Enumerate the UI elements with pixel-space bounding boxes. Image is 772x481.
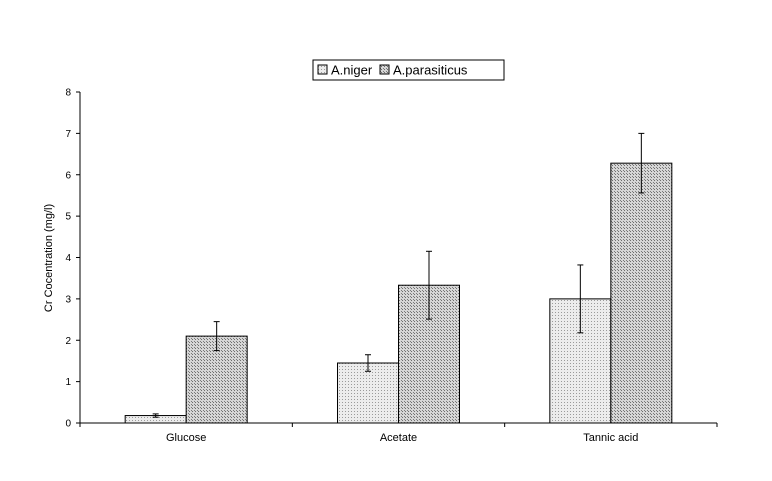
- y-tick-label: 7: [65, 129, 71, 140]
- y-tick-label: 0: [65, 419, 71, 430]
- legend-label-a-parasiticus: A.parasiticus: [393, 63, 468, 78]
- bar: [610, 162, 673, 424]
- y-tick-label: 4: [65, 253, 71, 264]
- y-tick-label: 3: [65, 294, 71, 305]
- y-tick-label: 5: [65, 212, 71, 223]
- legend: A.niger A.parasiticus: [312, 59, 505, 81]
- legend-swatch-a-parasiticus: [379, 64, 390, 75]
- legend-label-a-niger: A.niger: [331, 63, 373, 78]
- bar: [337, 362, 399, 424]
- x-tick-label: Tannic acid: [583, 432, 638, 444]
- bars: [124, 132, 673, 424]
- y-axis-label: Cr Cocentration (mg/l): [43, 204, 55, 312]
- y-tick-label: 1: [65, 377, 71, 388]
- y-tick-label: 8: [65, 88, 71, 99]
- y-tick-label: 2: [65, 336, 71, 347]
- legend-box: [312, 59, 505, 81]
- x-tick-label: Glucose: [166, 432, 206, 444]
- y-axis: 0 1 2 3 4 5 6 7 8: [65, 88, 81, 430]
- y-tick-label: 6: [65, 170, 71, 181]
- legend-swatch-a-niger: [317, 64, 328, 75]
- x-axis: Glucose Acetate Tannic acid: [79, 422, 718, 444]
- x-tick-label: Acetate: [380, 432, 417, 444]
